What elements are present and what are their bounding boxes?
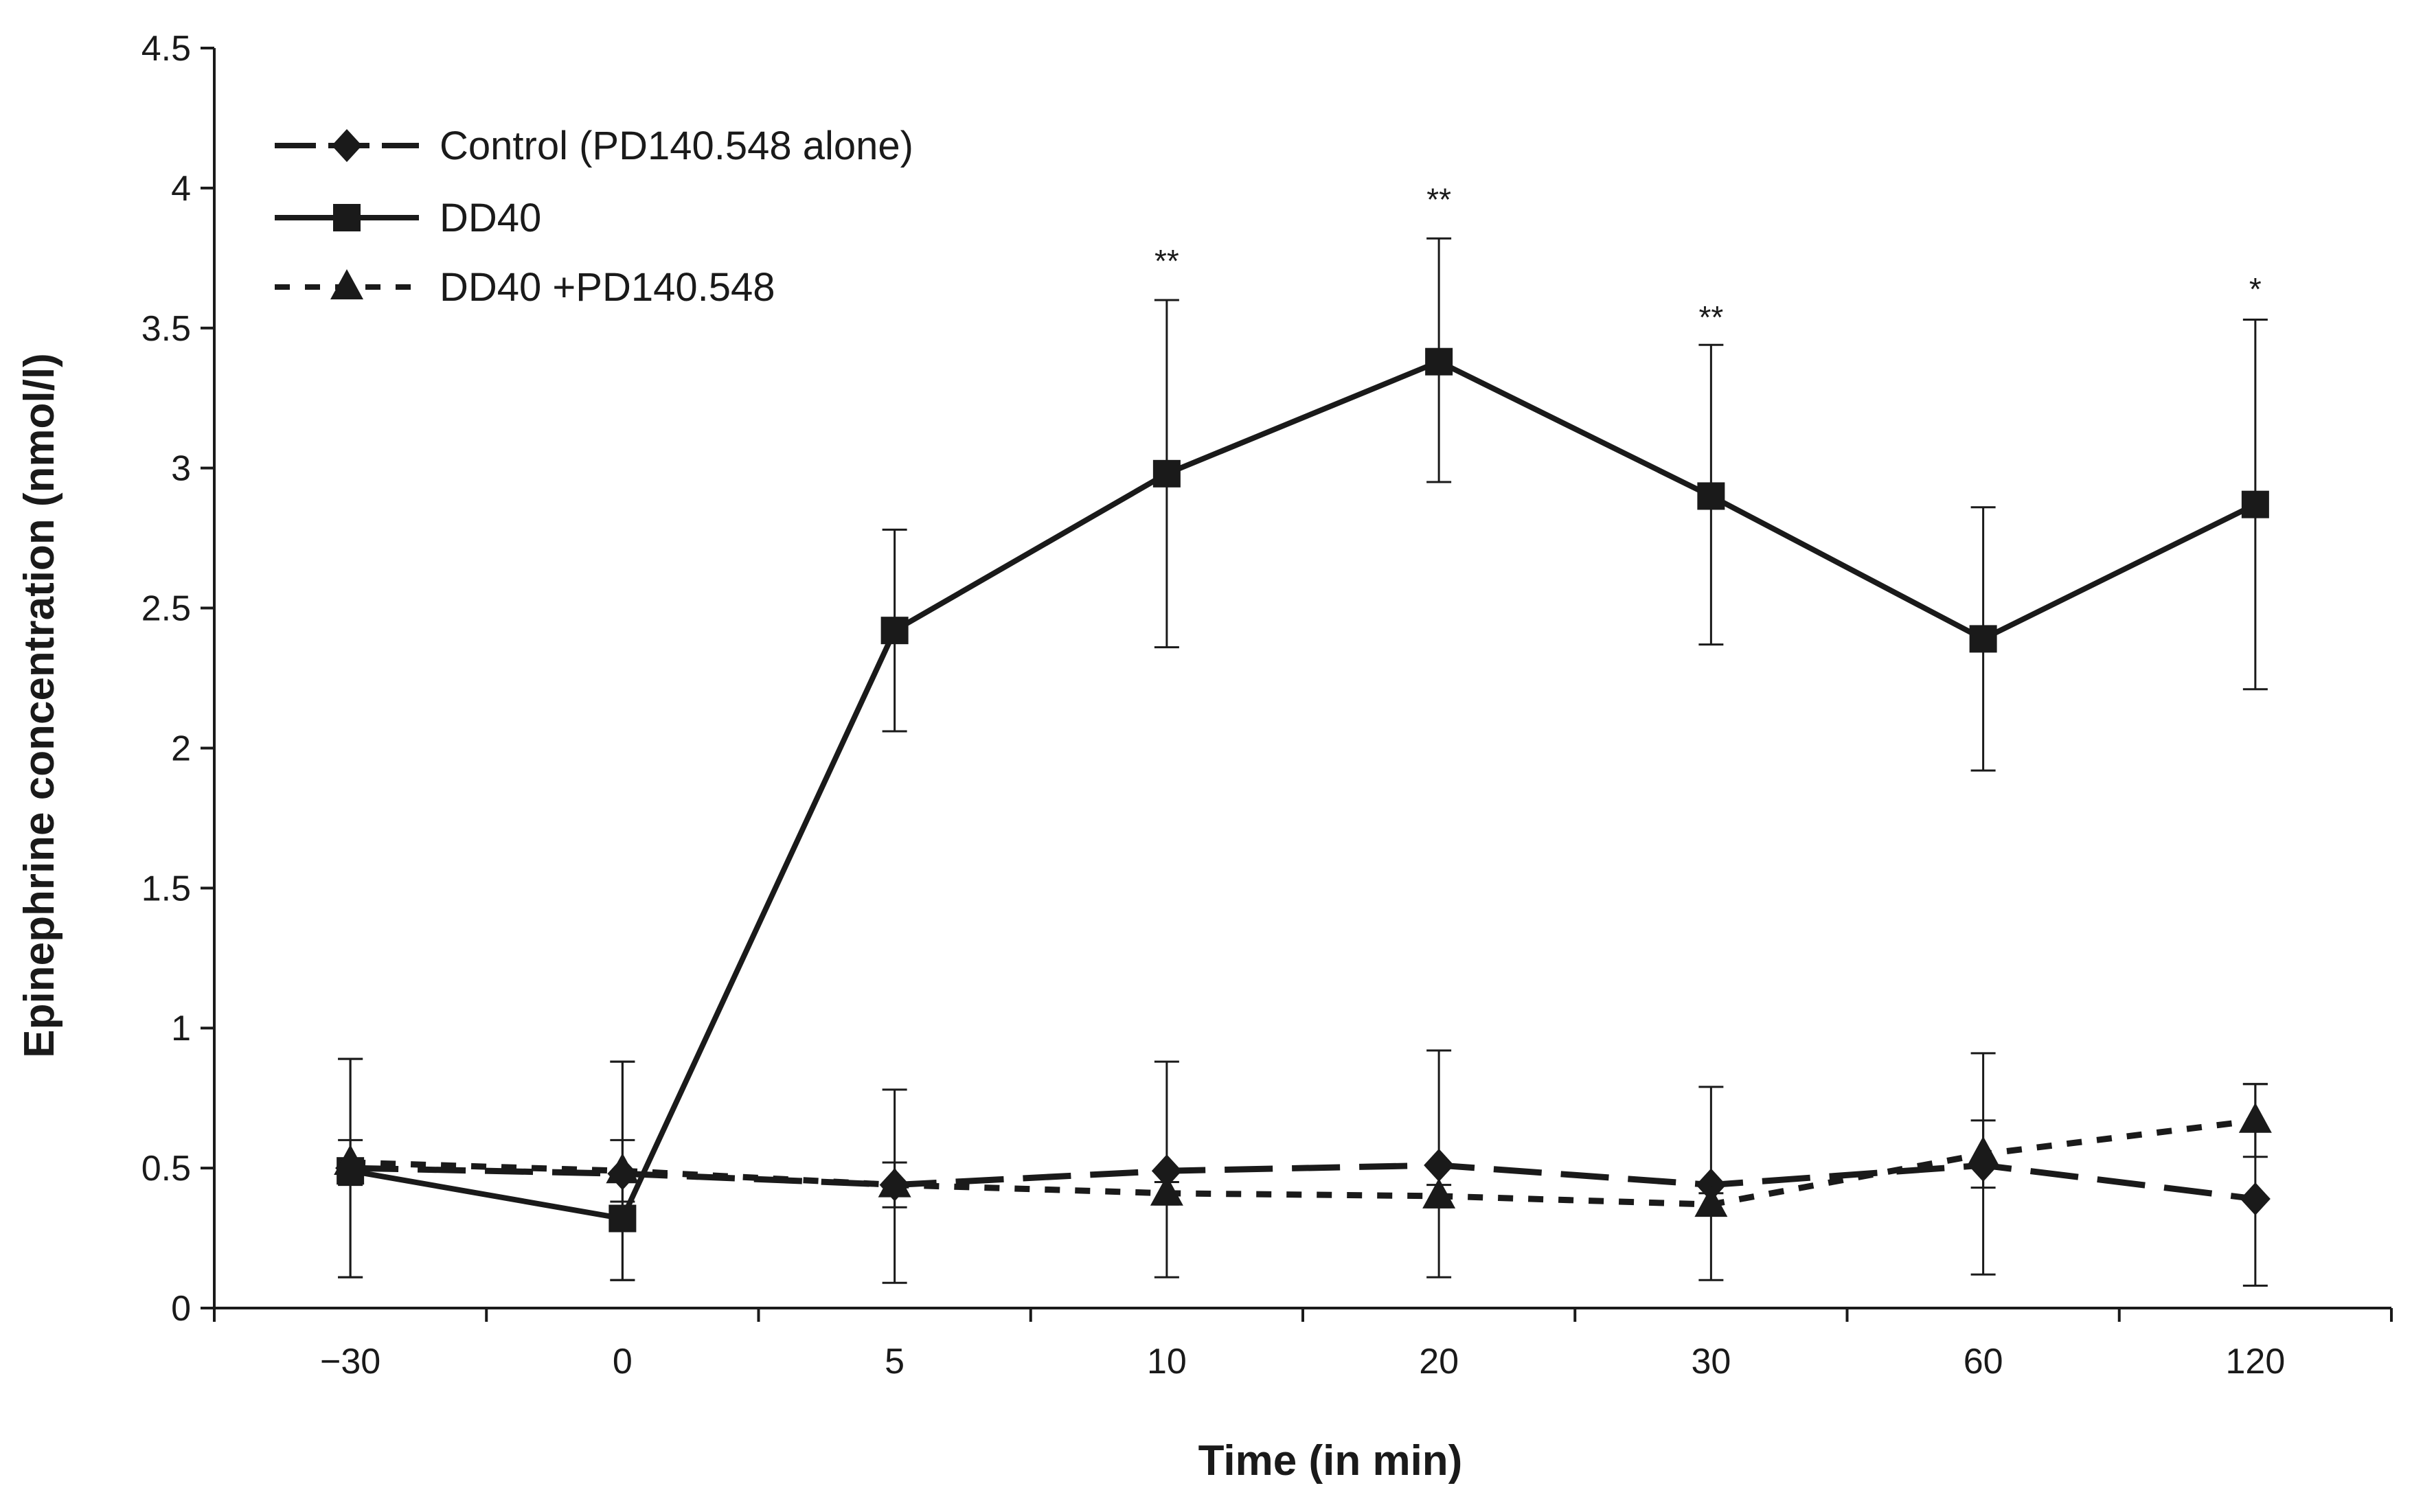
data-point-diamond	[1424, 1149, 1455, 1182]
data-point-square	[1425, 347, 1453, 376]
data-point-square	[2241, 490, 2269, 518]
data-point-triangle	[1966, 1136, 2000, 1167]
x-axis-title: Time (in min)	[1198, 1437, 1463, 1485]
series-line-square	[350, 358, 2257, 1222]
significance-marker: **	[1154, 243, 1179, 279]
y-axis-title: Epinephrine concentration (nmol/l)	[16, 353, 63, 1057]
data-point-square	[1969, 625, 1997, 653]
data-point-diamond	[2240, 1182, 2271, 1215]
significance-marker: *	[2249, 271, 2262, 307]
y-tick-label: 1	[171, 1009, 191, 1049]
y-tick-label: 4	[171, 169, 191, 209]
series-markers	[334, 347, 2272, 1233]
data-point-triangle	[334, 1144, 367, 1175]
x-tick-label: 30	[1691, 1342, 1731, 1382]
x-tick-label: 0	[613, 1342, 633, 1382]
y-tick-label: 4.5	[141, 29, 191, 69]
data-point-square	[880, 617, 909, 645]
x-tick-label: 10	[1147, 1342, 1187, 1382]
y-tick-label: 0	[171, 1289, 191, 1329]
legend-marker-diamond	[332, 129, 362, 162]
x-tick-label: 60	[1964, 1342, 2003, 1382]
series-lines	[350, 358, 2257, 1222]
legend-entry: Control (PD140.548 alone)	[275, 124, 913, 168]
y-tick-label: 2.5	[141, 589, 191, 629]
data-point-triangle	[1150, 1175, 1183, 1206]
y-tick-label: 1.5	[141, 869, 191, 908]
legend-marker-square	[333, 204, 361, 231]
significance-marker: **	[1426, 182, 1451, 218]
significance-marker: **	[1698, 299, 1723, 335]
legend-entry: DD40	[275, 196, 541, 240]
data-point-square	[608, 1204, 637, 1233]
data-point-triangle	[878, 1167, 911, 1198]
x-tick-label: 5	[885, 1342, 904, 1382]
data-point-diamond	[1696, 1168, 1727, 1202]
legend-marker-triangle	[330, 269, 363, 299]
legend-label: DD40	[440, 196, 541, 240]
data-point-square	[1697, 482, 1725, 510]
data-point-diamond	[1151, 1154, 1182, 1188]
error-bars	[338, 237, 2268, 1287]
legend: Control (PD140.548 alone) DD40 DD40 +PD140…	[275, 124, 913, 310]
axes: 0 0.5 1 1.5 2 2.5 3 3.5 4 4.5 −30 0 5 10 20 30 60 120	[141, 29, 2393, 1382]
y-tick-label: 2	[171, 729, 191, 768]
data-point-triangle	[606, 1153, 639, 1184]
series-line-diamond	[350, 1162, 2256, 1202]
data-point-triangle	[1694, 1187, 1728, 1217]
y-tick-label: 0.5	[141, 1149, 191, 1189]
legend-entry: DD40 +PD140.548	[275, 265, 775, 310]
x-tick-label: 20	[1419, 1342, 1459, 1382]
data-point-triangle	[2238, 1102, 2272, 1133]
data-point-square	[1152, 459, 1181, 488]
y-tick-label: 3	[171, 449, 191, 489]
x-tick-label: 120	[2225, 1342, 2285, 1382]
legend-label: Control (PD140.548 alone)	[440, 124, 913, 168]
x-tick-label: −30	[320, 1342, 380, 1382]
data-point-triangle	[1422, 1178, 1456, 1209]
legend-label: DD40 +PD140.548	[440, 265, 775, 310]
y-tick-label: 3.5	[141, 309, 191, 349]
significance-annotations: *******	[1154, 182, 2262, 335]
